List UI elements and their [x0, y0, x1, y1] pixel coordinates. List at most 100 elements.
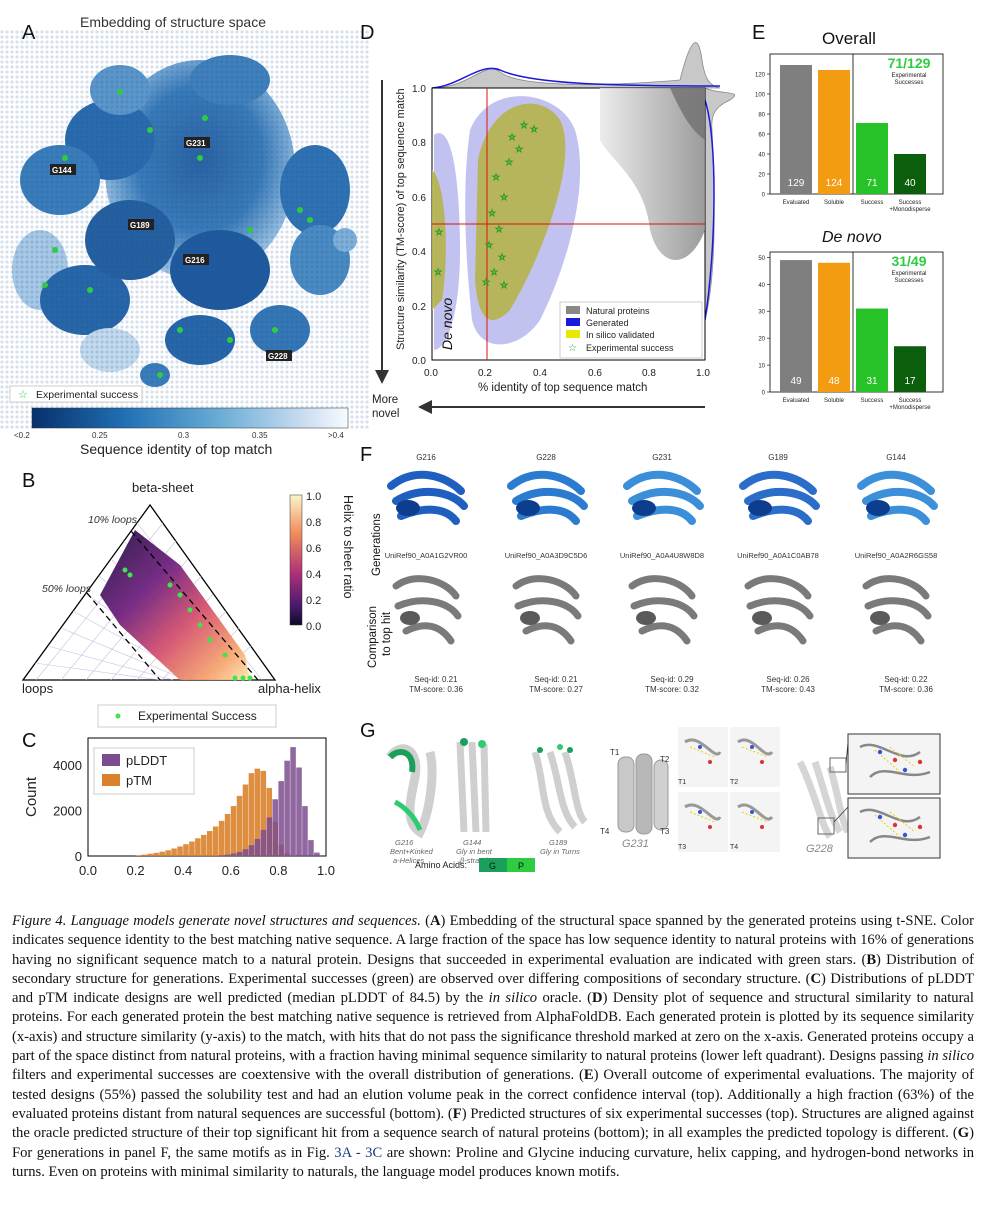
- svg-text:T4: T4: [600, 827, 610, 836]
- hist-bar: [272, 799, 278, 856]
- svg-text:☆: ☆: [485, 240, 493, 250]
- e-bar-value: 40: [904, 178, 916, 189]
- bar-chart-de-novo: De novo 0 10 20 30 40 50 49 Evaluated 48 Soluble 31…: [758, 229, 944, 411]
- e-bar: [894, 346, 926, 392]
- svg-text:T3: T3: [660, 827, 670, 836]
- hist-bar: [260, 770, 267, 856]
- svg-text:T4: T4: [730, 844, 738, 851]
- d-xtick: 0.0: [424, 368, 438, 379]
- g231-structure: T1 T2 T3 T4: [600, 748, 670, 836]
- e-category: Soluble: [824, 398, 845, 404]
- e-bar: [780, 260, 812, 392]
- hist-bar: [212, 826, 219, 856]
- c-ytick: 0: [75, 849, 82, 864]
- cbar-tick: 0.3: [178, 431, 190, 440]
- figure-caption: Figure 4. Language models generate novel…: [12, 913, 975, 1180]
- f-row2-label-1: Comparison: [367, 606, 379, 668]
- hist-bar: [165, 850, 171, 856]
- e-bar: [780, 65, 812, 194]
- f-seqid: Seq-id: 0.21: [414, 675, 458, 684]
- e-bar: [818, 70, 850, 194]
- panel-label-c: C: [22, 730, 37, 752]
- panel-label-f: F: [360, 444, 373, 466]
- hist-bar: [242, 849, 249, 856]
- panel-e-bars: Overall020406080100120129Evaluated124Sol…: [755, 29, 944, 411]
- f-generated-structure: [387, 470, 468, 525]
- hist-bar: [248, 773, 255, 856]
- bar-chart-overall: Overall 0 20 40 60 80 100 120 129 Evaluated 124 Sol…: [755, 29, 944, 213]
- svg-text:☆: ☆: [18, 389, 28, 401]
- f-generated-structure: [623, 470, 704, 525]
- e-big-label: 71/129: [888, 55, 931, 71]
- d-ytick: 1.0: [412, 84, 426, 95]
- panel-label-b: B: [22, 470, 36, 492]
- d-ylabel: Structure similarity (TM-score) of top s…: [395, 88, 407, 350]
- svg-text:☆: ☆: [435, 227, 443, 237]
- d-xtick: 0.6: [588, 368, 602, 379]
- f-seqid: Seq-id: 0.21: [534, 675, 578, 684]
- cbar-tick: <0.2: [14, 431, 30, 440]
- d-ytick: 0.0: [412, 356, 426, 367]
- cluster-label: G231: [186, 139, 206, 148]
- e-sub-label: Experimental: [891, 271, 926, 277]
- hist-bar: [224, 814, 231, 856]
- hist-bar: [314, 852, 320, 856]
- e-ytick: 0: [762, 193, 766, 199]
- svg-text:T2: T2: [660, 755, 670, 764]
- panel-a-title: Embedding of structure space: [80, 14, 266, 30]
- panel-a-tsne: G231 G144 G189 G216 G228 ☆ Experimental …: [0, 30, 370, 457]
- f-comparison-structure: [862, 575, 932, 645]
- e-ytick: 100: [755, 93, 766, 99]
- e-ytick: 20: [758, 337, 765, 343]
- cluster-labels: G231 G144 G189 G216 G228: [50, 137, 292, 361]
- svg-text:☆: ☆: [568, 343, 577, 354]
- hist-bar: [236, 851, 243, 856]
- f-uniref: UniRef90_A0A3D9C5D6: [505, 551, 588, 560]
- c-legend: pLDDT: [126, 753, 167, 768]
- e-bar: [856, 123, 888, 194]
- svg-text:☆: ☆: [490, 267, 498, 277]
- svg-text:☆: ☆: [520, 120, 528, 130]
- ternary-10-loops: 10% loops: [88, 514, 138, 526]
- e-category: Success: [899, 398, 922, 404]
- d-legend-natural: Natural proteins: [586, 306, 650, 316]
- panel-f-structures: Generations Comparison to top hit G216 Un…: [367, 453, 938, 694]
- c-xtick: 0.0: [79, 863, 97, 878]
- e-bar-value: 129: [788, 178, 805, 189]
- hist-bar: [153, 852, 159, 856]
- hist-bar: [135, 855, 142, 856]
- f-tmscore: TM-score: 0.43: [761, 685, 815, 694]
- helix-colorbar: [289, 494, 303, 626]
- e-sub-label: Successes: [894, 80, 923, 86]
- f-generated-structure: [857, 470, 938, 525]
- hist-bar: [218, 820, 225, 856]
- d-ytick: 0.8: [412, 138, 426, 149]
- helix-cbar-tick: 0.4: [306, 569, 321, 581]
- hist-bar: [159, 851, 165, 856]
- panel-g-motifs: G216 Bent+Kinked a-Helices G144 Gly in b…: [386, 727, 941, 872]
- e-bar: [894, 154, 926, 194]
- f-uniref: UniRef90_A0A2R6GS58: [855, 551, 938, 560]
- g216-structure: [386, 744, 437, 839]
- hist-bar: [290, 747, 296, 856]
- cluster-label: G144: [52, 166, 72, 175]
- g231-zoom-panels: T1 T2 T3 T4: [678, 727, 780, 852]
- hist-bar: [183, 844, 189, 856]
- c-xtick: 0.6: [222, 863, 240, 878]
- svg-text:☆: ☆: [500, 280, 508, 290]
- svg-text:T1: T1: [678, 779, 686, 786]
- panel-label-d: D: [360, 22, 375, 44]
- panel-d-density: ☆ ☆ ☆☆ ☆☆ ☆☆ ☆☆ ☆☆ ☆ ☆ ☆☆ 0.0 0.2 0.4 0.6 …: [372, 42, 735, 420]
- e-sub-label: Successes: [894, 278, 923, 284]
- e-ytick: 40: [758, 283, 765, 289]
- ternary-top-label: beta-sheet: [132, 480, 194, 495]
- d-more-novel-1: More: [372, 394, 398, 406]
- f-seqid: Seq-id: 0.29: [650, 675, 694, 684]
- d-ytick: 0.2: [412, 302, 426, 313]
- hist-bar: [254, 838, 261, 856]
- f-generated-structure: [507, 470, 588, 525]
- g-g228-label: G228: [806, 843, 834, 855]
- hist-bar: [147, 853, 154, 856]
- hist-bar: [224, 854, 231, 856]
- e-bar-value: 71: [866, 178, 878, 189]
